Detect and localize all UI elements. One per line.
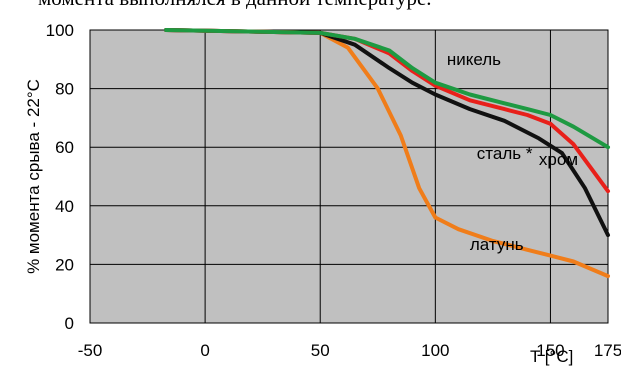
series-lines <box>164 28 610 279</box>
caption-text: момента выполнялся в данной температуре. <box>0 0 621 16</box>
x-tick-label: 175 <box>594 341 621 360</box>
series-line <box>164 28 610 150</box>
y-tick-label: 40 <box>55 197 74 216</box>
x-tick-label: 0 <box>200 341 209 360</box>
grid-lines <box>89 29 609 324</box>
y-tick-label: 0 <box>65 314 74 333</box>
x-axis-label: T [°C] <box>530 347 573 366</box>
x-tick-label: 150 <box>536 341 564 360</box>
plot-area <box>90 30 608 323</box>
series-line <box>164 28 610 279</box>
series-label: латунь <box>470 235 524 254</box>
x-tick-label: -50 <box>78 341 103 360</box>
series-label: хром <box>539 150 578 169</box>
y-tick-label: 100 <box>46 21 74 40</box>
y-tick-label: 60 <box>55 138 74 157</box>
series-labels: латунь сталь * хром никель <box>447 50 578 254</box>
x-tick-labels: -50 0 50 100 150 175 <box>78 341 621 360</box>
x-tick-label: 50 <box>311 341 330 360</box>
y-tick-label: 20 <box>55 255 74 274</box>
series-label: никель <box>447 50 501 69</box>
y-tick-label: 80 <box>55 80 74 99</box>
y-axis-label: % момента срыва - 22°C <box>24 79 43 274</box>
x-tick-label: 100 <box>421 341 449 360</box>
series-label: сталь * <box>477 144 533 163</box>
series-line <box>164 28 610 238</box>
y-tick-labels: 0 20 40 60 80 100 <box>46 21 74 333</box>
plot-frame <box>89 29 609 324</box>
